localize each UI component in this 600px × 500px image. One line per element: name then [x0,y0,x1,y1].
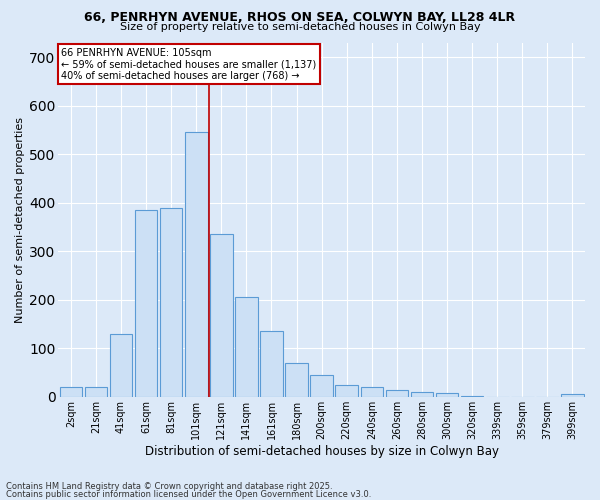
Bar [110,334,133,397]
Bar [410,392,433,397]
Bar [285,363,308,397]
Text: Size of property relative to semi-detached houses in Colwyn Bay: Size of property relative to semi-detach… [119,22,481,32]
Bar [561,394,584,397]
Bar [235,298,258,397]
Bar [461,396,484,397]
Bar [210,234,233,397]
Bar [335,384,358,397]
X-axis label: Distribution of semi-detached houses by size in Colwyn Bay: Distribution of semi-detached houses by … [145,444,499,458]
Bar [361,387,383,397]
Y-axis label: Number of semi-detached properties: Number of semi-detached properties [15,116,25,322]
Text: Contains public sector information licensed under the Open Government Licence v3: Contains public sector information licen… [6,490,371,499]
Bar [436,393,458,397]
Bar [260,332,283,397]
Text: Contains HM Land Registry data © Crown copyright and database right 2025.: Contains HM Land Registry data © Crown c… [6,482,332,491]
Bar [310,375,333,397]
Text: 66 PENRHYN AVENUE: 105sqm
← 59% of semi-detached houses are smaller (1,137)
40% : 66 PENRHYN AVENUE: 105sqm ← 59% of semi-… [61,48,316,81]
Bar [135,210,157,397]
Bar [85,387,107,397]
Bar [59,387,82,397]
Bar [185,132,208,397]
Bar [160,208,182,397]
Bar [386,390,408,397]
Text: 66, PENRHYN AVENUE, RHOS ON SEA, COLWYN BAY, LL28 4LR: 66, PENRHYN AVENUE, RHOS ON SEA, COLWYN … [85,11,515,24]
